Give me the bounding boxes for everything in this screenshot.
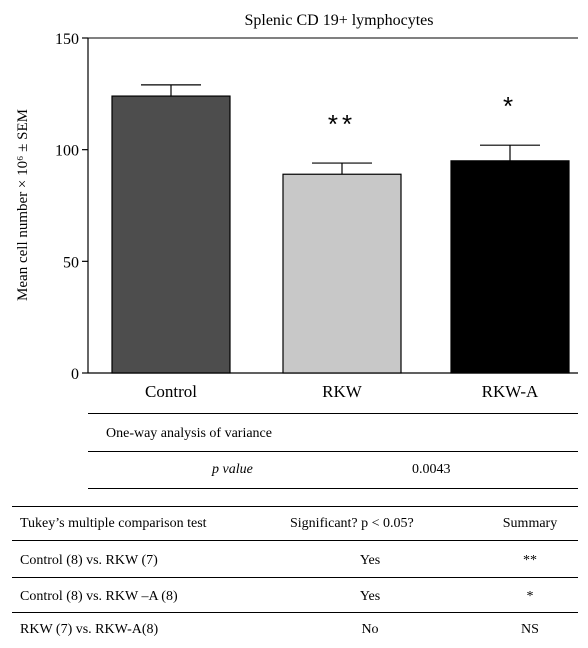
- tukey-header-test: Tukey’s multiple comparison test: [20, 516, 207, 531]
- x-tick-label: RKW: [322, 382, 363, 401]
- tukey-row-1-rule: [12, 612, 578, 613]
- y-tick-label: 0: [71, 366, 79, 383]
- tukey-row-1-comparison: Control (8) vs. RKW –A (8): [20, 589, 178, 604]
- bar-rkw: [282, 173, 402, 374]
- y-tick-label: 100: [55, 143, 79, 160]
- x-tick-label: Control: [145, 382, 197, 401]
- tukey-row-0-rule: [12, 577, 578, 578]
- tukey-row-0-significant: Yes: [359, 553, 381, 568]
- tukey-row-1-significant: Yes: [359, 589, 381, 604]
- tukey-header-rule: [12, 540, 578, 541]
- bar-control: [111, 95, 231, 374]
- y-tick-label: 150: [55, 31, 79, 48]
- tukey-header-summary: Summary: [502, 516, 558, 531]
- significance-label: *: [503, 91, 517, 121]
- chart-title: Splenic CD 19+ lymphocytes: [244, 12, 433, 29]
- anova-top-rule: [88, 413, 578, 414]
- anova-mid-rule: [88, 451, 578, 452]
- tukey-row-0-comparison: Control (8) vs. RKW (7): [20, 553, 158, 568]
- tukey-row-0-summary: **: [523, 553, 537, 568]
- tukey-row-1-summary: *: [526, 589, 534, 604]
- y-axis-label: Mean cell number × 10⁶ ± SEM: [15, 109, 31, 301]
- x-tick-label: RKW-A: [482, 382, 539, 401]
- anova-bottom-rule: [88, 488, 578, 489]
- tukey-row-2-comparison: RKW (7) vs. RKW-A(8): [20, 622, 159, 637]
- x-axis-labels: Control RKW RKW-A: [145, 382, 539, 401]
- anova-p-label: p value: [212, 462, 253, 477]
- bar-chart: Splenic CD 19+ lymphocytes Mean cell num…: [15, 12, 578, 401]
- significance-label: **: [328, 109, 356, 139]
- bar-rkw-a: [450, 160, 570, 374]
- y-tick-label: 50: [63, 254, 79, 271]
- y-axis-label-text: Mean cell number × 10⁶ ± SEM: [15, 109, 31, 301]
- tukey-header-significant: Significant? p < 0.05?: [290, 516, 414, 531]
- anova-p-value: 0.0043: [412, 462, 451, 477]
- bars: ***: [111, 84, 570, 374]
- tukey-top-rule: [12, 506, 578, 507]
- tukey-row-2-summary: NS: [521, 622, 539, 637]
- anova-heading: One-way analysis of variance: [106, 426, 272, 441]
- tukey-row-2-significant: No: [361, 622, 379, 637]
